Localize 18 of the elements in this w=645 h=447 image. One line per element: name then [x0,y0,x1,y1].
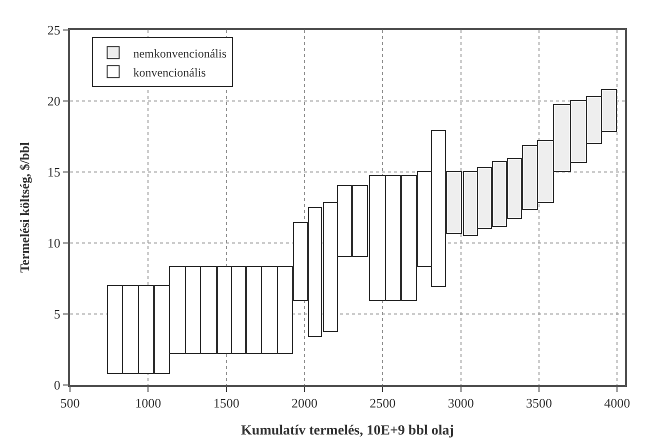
x-tick-label: 3500 [526,396,552,411]
legend-label: konvencionális [133,65,206,80]
x-tick-label: 2000 [292,396,318,411]
y-tick-label: 5 [54,306,60,322]
x-axis-title: Kumulatív termelés, 10E+9 bbl olaj [241,423,454,438]
x-tick-label: 500 [60,396,80,411]
x-tick-label: 2500 [370,396,396,411]
y-tick-label: 25 [47,22,60,38]
x-tick-label: 3000 [448,396,474,411]
x-tick-label: 1000 [135,396,162,411]
x-tick-label: 1500 [213,396,240,411]
y-tick-label: 10 [47,236,60,251]
y-tick-label: 0 [54,378,60,393]
legend-label: nemkonvencionális [133,46,227,60]
x-tick-label: 4000 [604,396,630,411]
y-axis-title: Termelési költség, $/bbl [16,142,32,273]
y-tick-label: 15 [47,164,60,180]
y-tick-label: 20 [47,94,60,109]
